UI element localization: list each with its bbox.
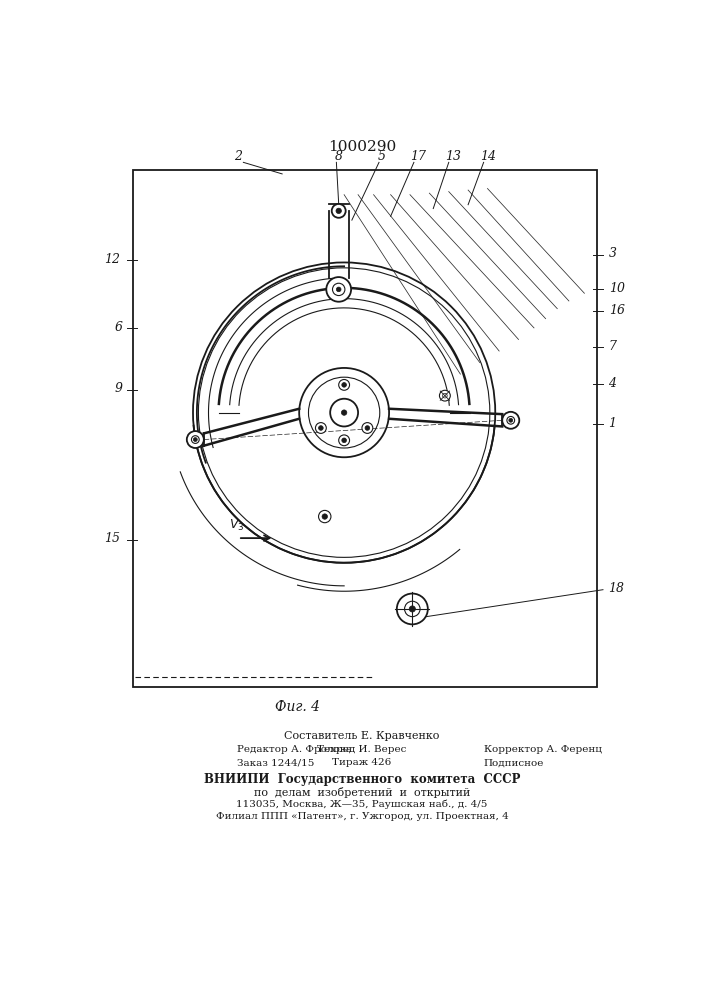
Text: 8: 8 — [334, 150, 343, 163]
Text: 7: 7 — [609, 340, 617, 353]
Circle shape — [397, 594, 428, 624]
Text: 3: 3 — [609, 247, 617, 260]
Text: Заказ 1244/15: Заказ 1244/15 — [237, 758, 315, 767]
Circle shape — [332, 204, 346, 218]
Text: Составитель Е. Кравченко: Составитель Е. Кравченко — [284, 731, 440, 741]
Text: Техред И. Верес: Техред И. Верес — [317, 745, 407, 754]
Text: 16: 16 — [609, 304, 625, 317]
Text: Филиал ППП «Патент», г. Ужгород, ул. Проектная, 4: Филиал ППП «Патент», г. Ужгород, ул. Про… — [216, 812, 508, 821]
Text: 4: 4 — [609, 377, 617, 390]
Circle shape — [336, 208, 341, 214]
Text: 12: 12 — [104, 253, 120, 266]
Text: Подписное: Подписное — [484, 758, 544, 767]
Text: 2: 2 — [234, 150, 242, 163]
Circle shape — [362, 423, 373, 433]
Text: Фиг. 4: Фиг. 4 — [275, 700, 320, 714]
Text: 113035, Москва, Ж—35, Раушская наб., д. 4/5: 113035, Москва, Ж—35, Раушская наб., д. … — [236, 800, 488, 809]
Circle shape — [330, 399, 358, 426]
Circle shape — [341, 438, 346, 443]
Circle shape — [509, 418, 513, 422]
Circle shape — [194, 438, 197, 441]
Circle shape — [315, 423, 327, 433]
Circle shape — [365, 426, 370, 430]
Circle shape — [409, 606, 416, 612]
Text: 1000290: 1000290 — [328, 140, 396, 154]
Text: 6: 6 — [115, 321, 122, 334]
Bar — [134, 170, 597, 687]
Circle shape — [332, 283, 345, 296]
Text: 15: 15 — [104, 532, 120, 545]
Circle shape — [440, 390, 450, 401]
Text: 1: 1 — [609, 417, 617, 430]
Text: $V_3$: $V_3$ — [230, 518, 245, 533]
Text: Тираж 426: Тираж 426 — [332, 758, 392, 767]
Circle shape — [502, 412, 519, 429]
Circle shape — [404, 601, 420, 617]
Text: 17: 17 — [410, 150, 426, 163]
Circle shape — [187, 431, 204, 448]
Text: по  делам  изобретений  и  открытий: по делам изобретений и открытий — [254, 787, 470, 798]
Text: 18: 18 — [609, 582, 624, 595]
Circle shape — [341, 383, 346, 387]
Text: Редактор А. Фролова: Редактор А. Фролова — [237, 745, 352, 754]
Circle shape — [507, 416, 515, 424]
Circle shape — [443, 393, 448, 398]
Circle shape — [339, 379, 349, 390]
Circle shape — [319, 510, 331, 523]
Text: 13: 13 — [445, 150, 461, 163]
Text: 5: 5 — [378, 150, 386, 163]
Text: ВНИИПИ  Государственного  комитета  СССР: ВНИИПИ Государственного комитета СССР — [204, 773, 520, 786]
Text: Корректор А. Ференц: Корректор А. Ференц — [484, 745, 602, 754]
Text: 14: 14 — [480, 150, 496, 163]
Circle shape — [341, 410, 347, 415]
Circle shape — [337, 287, 341, 292]
Circle shape — [319, 426, 323, 430]
Text: 10: 10 — [609, 282, 625, 295]
Circle shape — [322, 514, 327, 519]
Circle shape — [339, 435, 349, 446]
Text: 9: 9 — [115, 382, 122, 395]
Circle shape — [192, 436, 199, 443]
Circle shape — [327, 277, 351, 302]
